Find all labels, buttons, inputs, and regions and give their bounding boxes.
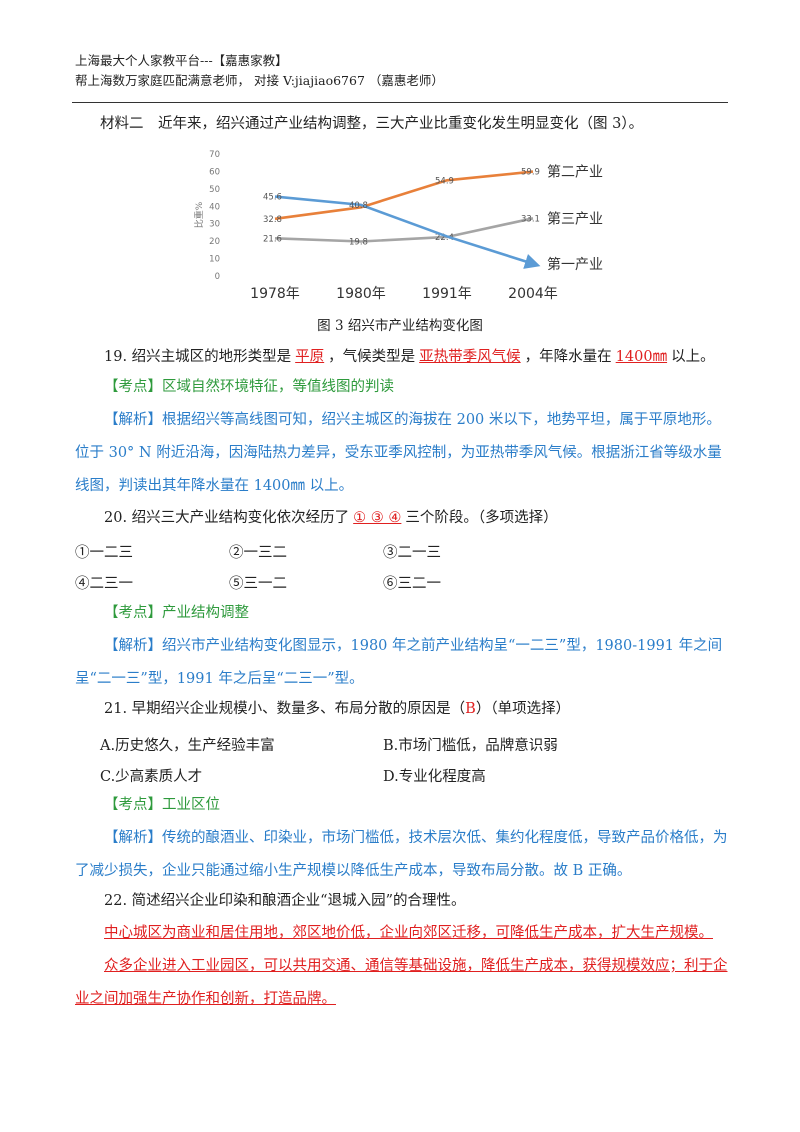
option: ③二一三 xyxy=(383,545,441,561)
y-tick-label: 60 xyxy=(209,167,220,177)
series-label: 第三产业 xyxy=(547,210,603,227)
x-tick-label: 2004年 xyxy=(508,286,558,302)
option: ⑤三一二 xyxy=(229,576,287,592)
jiexi: 【解析】根据绍兴等高线图可知，绍兴主城区的海拔在 200 米以下，地势平坦，属于… xyxy=(75,404,730,503)
answer: 亚热带季风气候 xyxy=(419,349,521,365)
y-tick-label: 40 xyxy=(209,202,220,212)
data-label: 21.6 xyxy=(263,234,282,244)
series-label: 第一产业 xyxy=(547,256,603,273)
header-line: 上海最大个人家教平台---【嘉惠家教】 xyxy=(75,53,288,68)
option: D.专业化程度高 xyxy=(383,769,486,785)
tag: 【解析】 xyxy=(104,638,162,654)
chart-caption: 图 3 绍兴市产业结构变化图 xyxy=(317,318,483,334)
question-stem: 19. 绍兴主城区的地形类型是 平原 ，气候类型是 亚热带季风气候 ，年降水量在 1400… xyxy=(75,341,730,374)
answer: 1400㎜ xyxy=(615,349,668,365)
text: 工业区位 xyxy=(162,797,220,813)
option: ①一二三 xyxy=(75,545,133,561)
jiexi: 【解析】绍兴市产业结构变化图显示，1980 年之前产业结构呈“一二三”型，198… xyxy=(75,630,730,696)
y-tick-label: 50 xyxy=(209,185,220,195)
tag: 【考点】 xyxy=(104,797,162,813)
option: B.市场门槛低，品牌意识弱 xyxy=(383,738,558,754)
kaodian: 【考点】区域自然环境特征，等值线图的判读 xyxy=(75,371,730,404)
header-rule xyxy=(72,102,728,103)
y-tick-label: 0 xyxy=(215,272,220,282)
question-stem: 21. 早期绍兴企业规模小、数量多、布局分散的原因是（B）（单项选择） xyxy=(75,693,730,726)
data-label: 59.9 xyxy=(521,168,540,178)
question-stem: 22. 简述绍兴企业印染和酿酒企业“退城入园”的合理性。 xyxy=(104,893,466,909)
data-label: 54.9 xyxy=(435,176,454,186)
x-tick-label: 1980年 xyxy=(336,286,386,302)
answer: ① ③ ④ xyxy=(353,510,402,526)
kaodian: 【考点】产业结构调整 xyxy=(75,597,730,630)
text: 区域自然环境特征，等值线图的判读 xyxy=(162,379,394,395)
kaodian: 【考点】工业区位 xyxy=(75,789,730,822)
data-label: 22.4 xyxy=(435,233,454,243)
y-tick-label: 70 xyxy=(209,150,220,160)
series-label: 第二产业 xyxy=(547,164,603,181)
stem: ，气候类型是 xyxy=(328,349,416,365)
stem: 三个阶段。（多项选择） xyxy=(405,510,558,526)
data-label: 19.8 xyxy=(349,237,368,247)
tag: 【解析】 xyxy=(104,412,162,428)
stem: 以上。 xyxy=(671,349,715,365)
data-label: 32.8 xyxy=(263,215,282,225)
answer: B xyxy=(465,701,476,717)
question-stem: 20. 绍兴三大产业结构变化依次经历了 ① ③ ④ 三个阶段。（多项选择） xyxy=(75,502,730,535)
tag: 【考点】 xyxy=(104,379,162,395)
data-label: 40.8 xyxy=(349,201,368,211)
y-tick-label: 30 xyxy=(209,220,220,230)
x-tick-label: 1991年 xyxy=(422,286,472,302)
option: A.历史悠久，生产经验丰富 xyxy=(100,738,275,754)
series-line xyxy=(274,217,534,243)
x-tick-label: 1978年 xyxy=(250,286,300,302)
y-tick-label: 10 xyxy=(209,255,220,265)
option: ⑥三二一 xyxy=(383,576,441,592)
option: C.少高素质人才 xyxy=(100,769,203,785)
chart: 0 10 20 30 40 50 60 70 比重% 1978年 1980年 1991年 2004年 32… xyxy=(193,150,603,302)
series-line xyxy=(274,170,534,221)
material: 材料二 近年来，绍兴通过产业结构调整，三大产业比重变化发生明显变化（图 3）。 xyxy=(100,116,644,132)
y-tick-label: 20 xyxy=(209,237,220,247)
y-axis-label: 比重% xyxy=(193,201,205,228)
text: 传统的酿酒业、印染业，市场门槛低，技术层次低、集约化程度低，导致产品价格低，为了… xyxy=(75,830,728,879)
tag: 【考点】 xyxy=(104,605,162,621)
option: ②一三二 xyxy=(229,545,287,561)
stem: 21. 早期绍兴企业规模小、数量多、布局分散的原因是（ xyxy=(104,701,466,717)
stem: 20. 绍兴三大产业结构变化依次经历了 xyxy=(104,510,350,526)
answer-paragraph: 中心城区为商业和居住用地，郊区地价低，企业向郊区迁移，可降低生产成本，扩大生产规… xyxy=(104,925,713,941)
text: 产业结构调整 xyxy=(162,605,249,621)
jiexi: 【解析】传统的酿酒业、印染业，市场门槛低，技术层次低、集约化程度低，导致产品价格… xyxy=(75,822,730,888)
text: 根据绍兴等高线图可知，绍兴主城区的海拔在 200 米以下，地势平坦，属于平原地形… xyxy=(75,412,722,494)
stem: ，年降水量在 xyxy=(524,349,612,365)
data-label: 33.1 xyxy=(521,214,540,224)
tag: 【解析】 xyxy=(104,830,162,846)
header-line: 帮上海数万家庭匹配满意老师， 对接 V:jiajiao6767 （嘉惠老师） xyxy=(75,73,444,88)
data-label: 45.6 xyxy=(263,193,282,203)
answer-paragraph: 众多企业进入工业园区，可以共用交通、通信等基础设施，降低生产成本，获得规模效应；… xyxy=(75,958,728,1007)
option: ④二三一 xyxy=(75,576,133,592)
text: 绍兴市产业结构变化图显示，1980 年之前产业结构呈“一二三”型，1980-19… xyxy=(75,638,723,687)
stem: 19. 绍兴主城区的地形类型是 xyxy=(104,349,292,365)
answer: 平原 xyxy=(295,349,325,365)
series-line xyxy=(274,195,541,269)
stem: ）（单项选择） xyxy=(475,701,571,717)
